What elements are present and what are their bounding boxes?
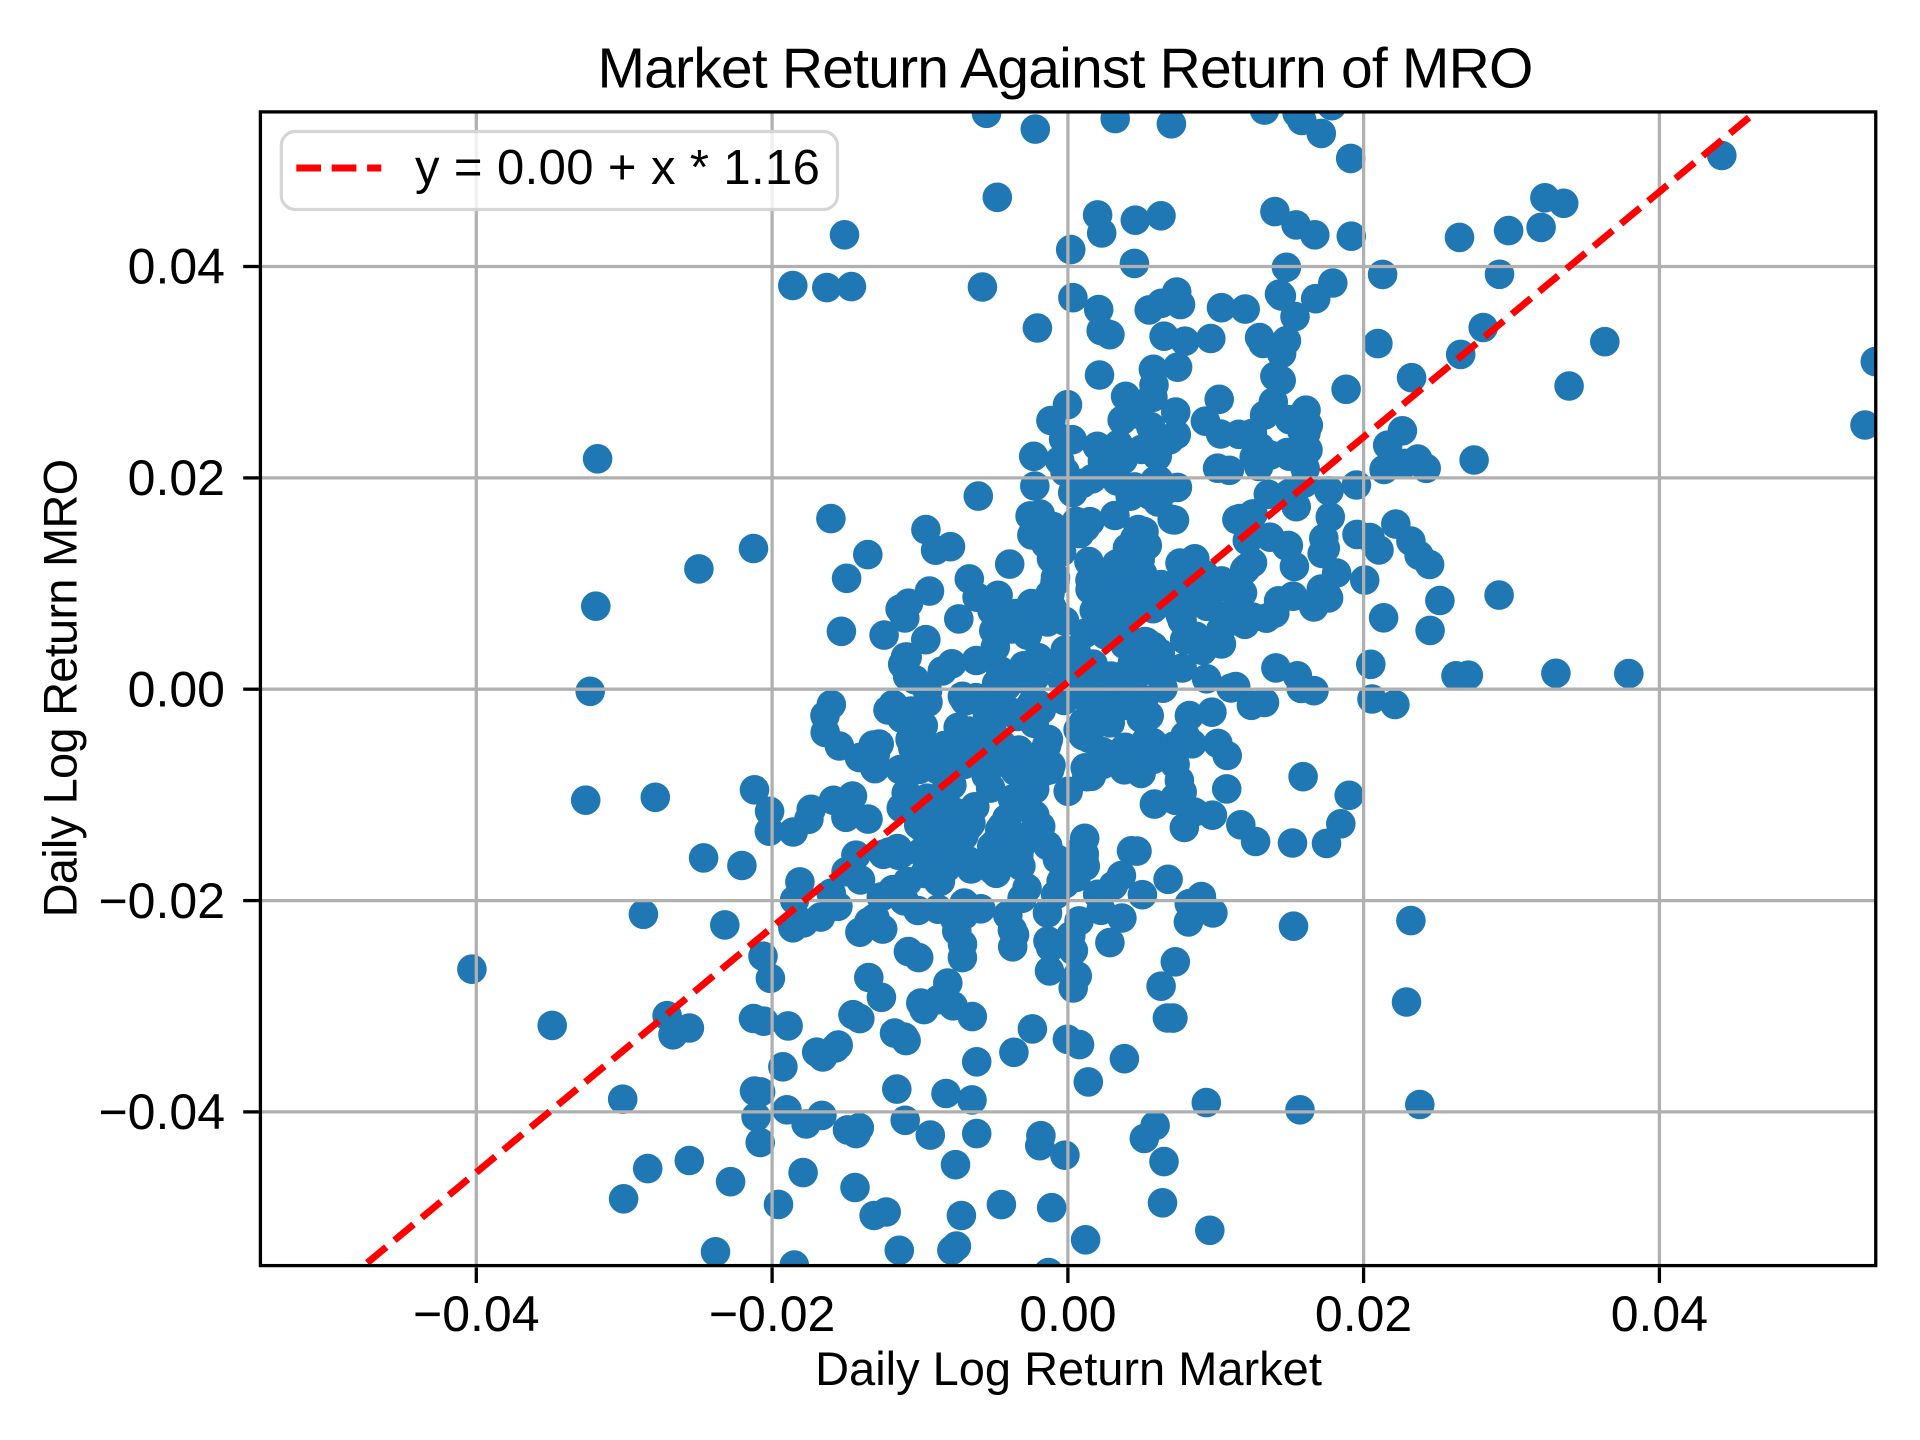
svg-text:0.00: 0.00 (128, 661, 225, 717)
svg-text:−0.02: −0.02 (709, 1286, 836, 1342)
svg-text:0.04: 0.04 (1611, 1286, 1708, 1342)
svg-text:Daily Log Return Market: Daily Log Return Market (815, 1342, 1322, 1395)
svg-text:Market Return Against Return o: Market Return Against Return of MRO (597, 37, 1532, 101)
svg-text:0.00: 0.00 (1019, 1286, 1116, 1342)
svg-text:Daily Log Return MRO: Daily Log Return MRO (34, 460, 87, 918)
svg-text:−0.04: −0.04 (413, 1286, 540, 1342)
svg-text:0.04: 0.04 (128, 239, 225, 295)
svg-text:y = 0.00 + x * 1.16: y = 0.00 + x * 1.16 (415, 141, 820, 195)
svg-text:0.02: 0.02 (128, 450, 225, 506)
svg-text:0.02: 0.02 (1315, 1286, 1412, 1342)
svg-text:−0.02: −0.02 (98, 873, 225, 929)
svg-text:−0.04: −0.04 (98, 1084, 225, 1140)
